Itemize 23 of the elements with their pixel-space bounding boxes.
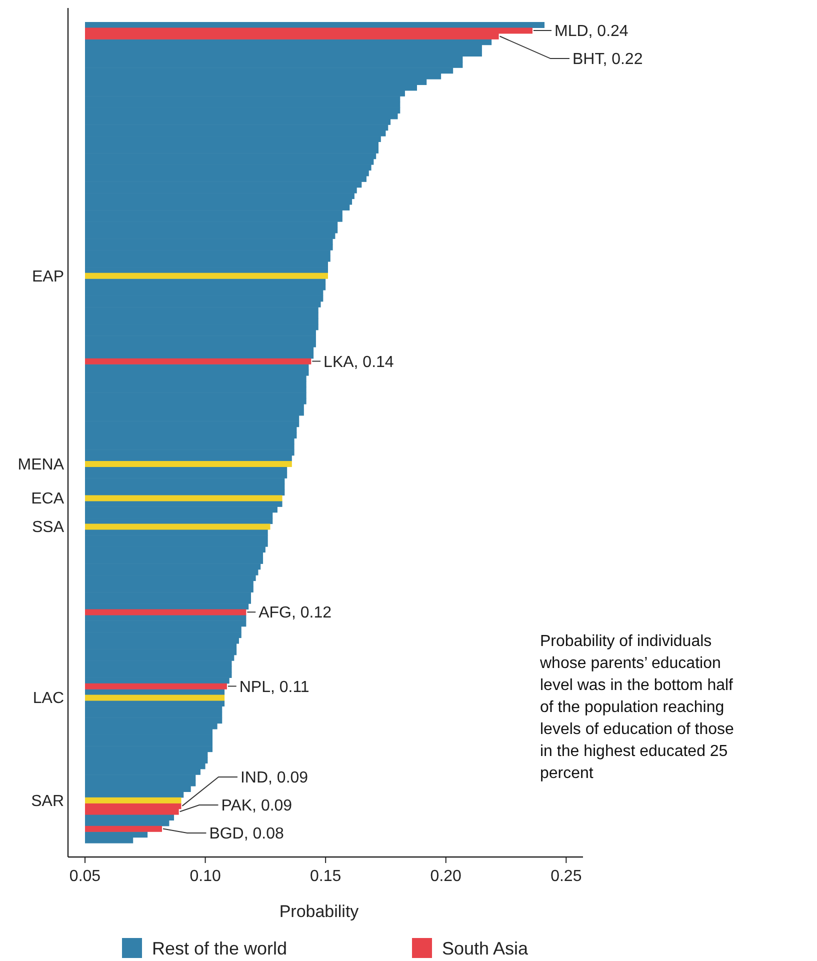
data-label: BHT, 0.22	[572, 51, 643, 68]
annotation: Probability of individuals whose parents’ education level was in the bottom half of the population reaching levels of education of those in the highest educated 25 percent	[539, 633, 734, 782]
x-tick-label: 0.05	[69, 868, 101, 885]
legend-label: Rest of the world	[152, 938, 288, 958]
y-tick-label: EAP	[32, 268, 64, 286]
y-tick-label: MENA	[18, 456, 64, 474]
data-label: NPL, 0.11	[239, 678, 310, 696]
data-label: IND, 0.09	[240, 770, 308, 787]
y-tick-label: SAR	[31, 792, 64, 810]
x-tick-label: 0.20	[430, 868, 462, 885]
legend-label: South Asia	[442, 938, 530, 958]
data-label: MLD, 0.24	[554, 23, 628, 40]
x-axis-title: Probability	[279, 902, 360, 921]
data-label: PAK, 0.09	[221, 798, 292, 815]
data-label: BGD, 0.08	[209, 826, 284, 843]
x-tick-label: 0.10	[190, 868, 221, 885]
data-label: LKA, 0.14	[324, 354, 394, 371]
data-label: AFG, 0.12	[258, 604, 332, 622]
y-tick-label: SSA	[32, 519, 64, 536]
x-tick-label: 0.25	[550, 868, 582, 885]
y-tick-label: LAC	[32, 690, 64, 708]
x-tick-label: 0.15	[310, 868, 342, 885]
y-tick-label: ECA	[31, 490, 64, 508]
